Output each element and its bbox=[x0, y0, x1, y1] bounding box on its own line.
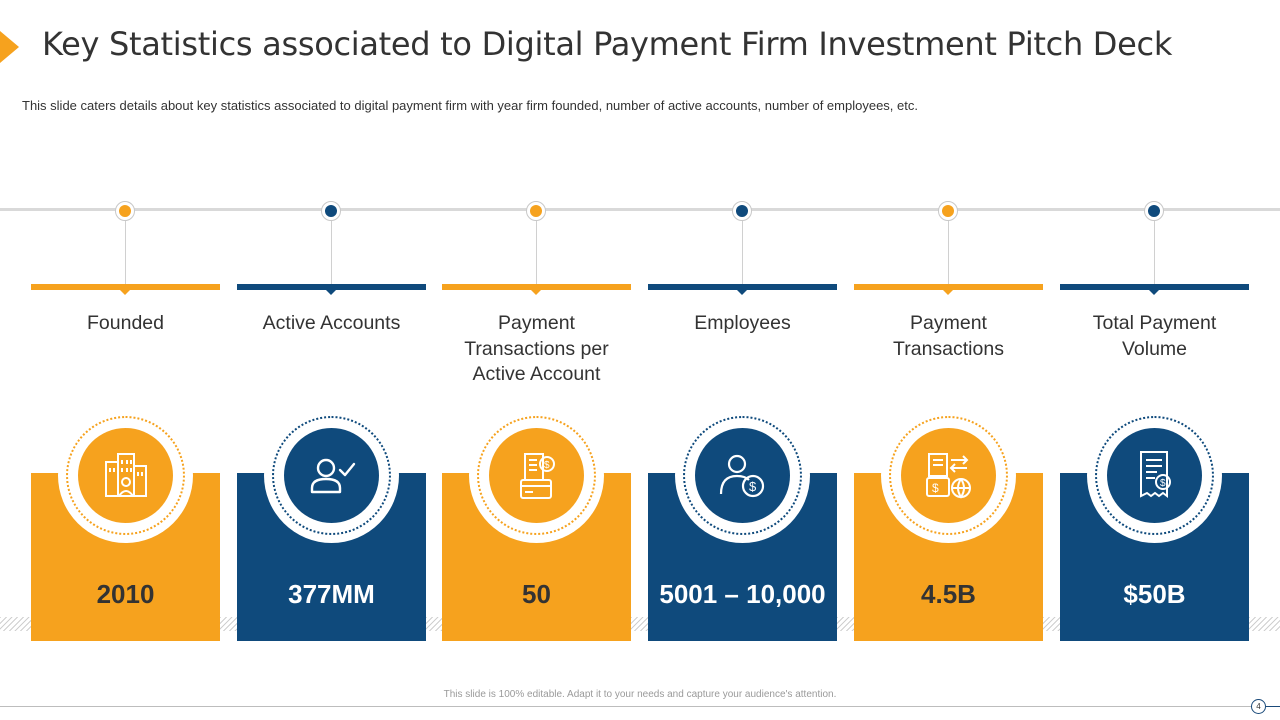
category-bar-tip bbox=[326, 290, 336, 295]
hatch-strip bbox=[0, 617, 31, 631]
office-building-icon bbox=[78, 428, 173, 523]
category-bar-tip bbox=[943, 290, 953, 295]
hatch-strip bbox=[837, 617, 854, 631]
connector-line bbox=[742, 221, 743, 285]
footer-note: This slide is 100% editable. Adapt it to… bbox=[443, 689, 837, 700]
stat-card-founded: Founded 2010 bbox=[31, 0, 220, 720]
category-bar-tip bbox=[120, 290, 130, 295]
category-bar-tip bbox=[737, 290, 747, 295]
icon-ring-dotted bbox=[1095, 416, 1214, 535]
svg-text:$: $ bbox=[932, 481, 939, 495]
hatch-strip bbox=[426, 617, 442, 631]
stat-card-employees: Employees $ 5001 – 10,000 bbox=[648, 0, 837, 720]
payment-transfer-icon: $ bbox=[901, 428, 996, 523]
hatch-strip bbox=[1249, 617, 1280, 631]
svg-text:$: $ bbox=[1160, 478, 1166, 489]
page-subtitle: This slide caters details about key stat… bbox=[22, 98, 918, 113]
receipt-card-icon: $ bbox=[489, 428, 584, 523]
icon-ring-dotted bbox=[477, 416, 596, 535]
category-bar bbox=[648, 284, 837, 290]
stat-label: Payment Transactions bbox=[893, 312, 1004, 360]
stat-card-transactions-per-account: Payment Transactions per Active Account … bbox=[442, 0, 631, 720]
connector-line bbox=[1154, 221, 1155, 285]
connector-line bbox=[331, 221, 332, 285]
svg-text:$: $ bbox=[544, 460, 550, 471]
user-check-icon bbox=[284, 428, 379, 523]
page-number-tail bbox=[1266, 706, 1280, 707]
icon-ring-dotted bbox=[66, 416, 185, 535]
connector-line bbox=[948, 221, 949, 285]
connector-line bbox=[536, 221, 537, 285]
timeline-dot bbox=[321, 201, 341, 221]
connector-line bbox=[125, 221, 126, 285]
icon-ring-dotted bbox=[889, 416, 1008, 535]
stat-label: Founded bbox=[87, 312, 164, 334]
stat-value: 377MM bbox=[288, 579, 375, 609]
category-bar bbox=[31, 284, 220, 290]
stat-value: 5001 – 10,000 bbox=[659, 579, 826, 609]
stat-value: 2010 bbox=[96, 579, 155, 609]
stat-label: Payment Transactions per Active Account bbox=[464, 312, 609, 385]
stat-card-payment-transactions: Payment Transactions $ 4.5B bbox=[854, 0, 1043, 720]
hatch-strip bbox=[220, 617, 237, 631]
hatch-strip bbox=[1043, 617, 1060, 631]
timeline-dot bbox=[526, 201, 546, 221]
category-bar bbox=[442, 284, 631, 290]
timeline-dot bbox=[938, 201, 958, 221]
title-arrow-icon bbox=[0, 31, 19, 63]
timeline-dot bbox=[1144, 201, 1164, 221]
hatch-strip bbox=[631, 617, 648, 631]
footer-line bbox=[0, 706, 1262, 707]
person-dollar-icon: $ bbox=[695, 428, 790, 523]
category-bar-tip bbox=[531, 290, 541, 295]
category-bar bbox=[237, 284, 426, 290]
stat-card-total-payment-volume: Total Payment Volume $ $50B bbox=[1060, 0, 1249, 720]
stat-label: Employees bbox=[694, 312, 791, 334]
page-title: Key Statistics associated to Digital Pay… bbox=[42, 25, 1173, 63]
timeline-dot bbox=[732, 201, 752, 221]
stat-label: Active Accounts bbox=[262, 312, 401, 334]
category-bar-tip bbox=[1149, 290, 1159, 295]
stat-card-active-accounts: Active Accounts 377MM bbox=[237, 0, 426, 720]
category-bar bbox=[1060, 284, 1249, 290]
svg-text:$: $ bbox=[749, 479, 757, 494]
timeline-line bbox=[0, 208, 1280, 211]
stat-value: $50B bbox=[1123, 579, 1186, 609]
icon-ring-dotted bbox=[272, 416, 391, 535]
stat-value: 4.5B bbox=[921, 579, 976, 609]
stat-value: 50 bbox=[522, 579, 551, 609]
page-number: 4 bbox=[1251, 699, 1266, 714]
invoice-dollar-icon: $ bbox=[1107, 428, 1202, 523]
category-bar bbox=[854, 284, 1043, 290]
timeline-dot bbox=[115, 201, 135, 221]
stat-label: Total Payment Volume bbox=[1092, 312, 1217, 360]
icon-ring-dotted bbox=[683, 416, 802, 535]
